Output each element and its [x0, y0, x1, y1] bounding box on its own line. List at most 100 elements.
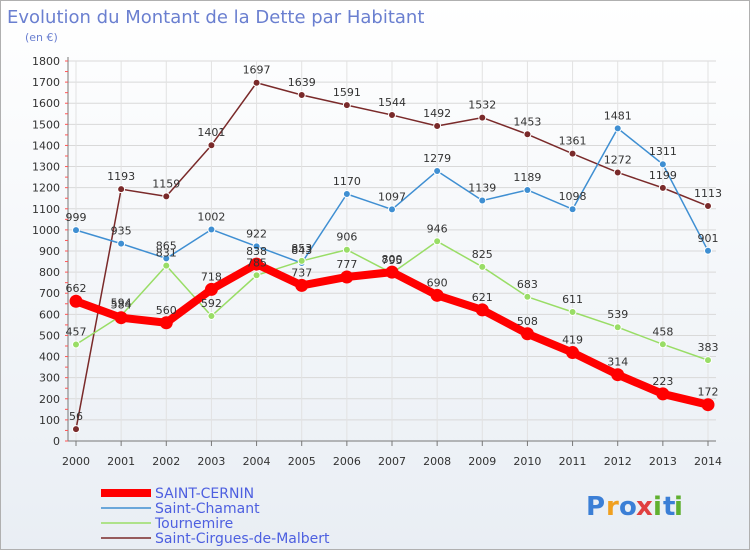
data-point	[433, 237, 442, 246]
data-point	[204, 282, 218, 296]
data-label: 223	[652, 375, 673, 388]
x-tick-label: 2007	[378, 455, 406, 468]
data-label: 1639	[288, 76, 316, 89]
data-point	[658, 183, 667, 192]
data-point	[478, 262, 487, 271]
data-label: 172	[698, 386, 719, 399]
data-label: 1591	[333, 86, 361, 99]
data-point	[523, 130, 532, 139]
data-point	[252, 78, 261, 87]
data-label: 1532	[468, 99, 496, 112]
data-label: 508	[517, 315, 538, 328]
y-tick-label: 1000	[32, 224, 60, 237]
data-point	[207, 141, 216, 150]
grid	[68, 60, 716, 442]
data-point	[295, 278, 309, 292]
legend-label: Tournemire	[154, 516, 233, 532]
data-point	[114, 311, 128, 325]
data-label: 831	[156, 247, 177, 260]
x-tick-label: 2001	[107, 455, 135, 468]
data-label: 419	[562, 334, 583, 347]
data-label: 560	[156, 304, 177, 317]
data-point	[613, 323, 622, 332]
data-point	[568, 308, 577, 317]
data-point	[613, 168, 622, 177]
data-point	[72, 340, 80, 349]
data-label: 853	[291, 242, 312, 255]
y-tick-label: 700	[39, 287, 60, 300]
y-tick-label: 1300	[32, 161, 60, 174]
data-point	[297, 256, 306, 265]
data-point	[72, 425, 80, 434]
legend-label: SAINT-CERNIN	[155, 486, 254, 502]
data-point	[704, 356, 712, 365]
legend-label: Saint-Cirgues-de-Malbert	[155, 531, 330, 547]
data-label: 621	[472, 291, 493, 304]
data-point	[117, 185, 126, 194]
data-label: 901	[698, 232, 719, 245]
data-point	[433, 122, 442, 131]
data-label: 838	[246, 245, 267, 258]
data-point	[388, 205, 396, 214]
data-label: 865	[156, 239, 177, 252]
data-point	[430, 288, 444, 302]
data-label: 1159	[152, 177, 180, 190]
data-label: 800	[382, 253, 403, 266]
data-point	[523, 292, 532, 301]
data-label: 594	[111, 297, 132, 310]
data-point	[433, 166, 442, 175]
data-point	[478, 196, 487, 205]
data-point	[658, 160, 667, 169]
y-tick-label: 200	[39, 393, 60, 406]
y-tick-label: 500	[39, 329, 60, 342]
data-point	[342, 101, 351, 110]
data-label: 718	[201, 270, 222, 283]
logo-letter: x	[636, 492, 653, 522]
y-tick-label: 1200	[32, 182, 60, 195]
x-tick-label: 2005	[288, 455, 316, 468]
data-label: 737	[291, 266, 312, 279]
data-label: 935	[111, 225, 132, 238]
data-label: 458	[652, 325, 673, 338]
data-label: 946	[427, 222, 448, 235]
x-tick-label: 2003	[197, 455, 225, 468]
x-tick-label: 2009	[468, 455, 496, 468]
y-tick-label: 800	[39, 266, 60, 279]
axes: 0 100 200 300 400 500 600 700 800 900 1000 1100 1200…	[32, 55, 722, 468]
legend-label: Saint-Chamant	[155, 501, 260, 517]
y-tick-label: 1100	[32, 203, 60, 216]
logo-letter: i	[653, 492, 662, 522]
x-tick-label: 2010	[513, 455, 541, 468]
data-point	[388, 111, 396, 120]
data-label: 457	[66, 326, 87, 339]
data-point	[568, 205, 577, 214]
y-tick-label: 1500	[32, 118, 60, 131]
data-point	[252, 271, 261, 280]
data-label: 1113	[694, 187, 722, 200]
data-label: 56	[69, 410, 83, 423]
data-label: 795	[382, 254, 403, 267]
data-point	[250, 257, 264, 271]
y-tick-label: 0	[53, 435, 60, 448]
data-label: 1544	[378, 96, 406, 109]
data-label: 1453	[513, 115, 541, 128]
data-point	[117, 239, 126, 248]
y-tick-label: 400	[39, 351, 60, 364]
logo-letter: o	[619, 492, 637, 522]
data-point	[478, 113, 487, 122]
logo-letter: P	[586, 492, 605, 522]
data-point	[568, 149, 577, 158]
y-tick-label: 1800	[32, 55, 60, 68]
data-point	[701, 398, 715, 412]
x-tick-label: 2000	[62, 455, 90, 468]
data-label: 1193	[107, 170, 135, 183]
data-point	[704, 202, 712, 211]
data-label: 1139	[468, 182, 496, 195]
data-label: 1492	[423, 107, 451, 120]
data-label: 690	[427, 276, 448, 289]
series-layer	[69, 78, 715, 434]
data-label: 777	[336, 258, 357, 271]
data-label: 314	[607, 356, 628, 369]
